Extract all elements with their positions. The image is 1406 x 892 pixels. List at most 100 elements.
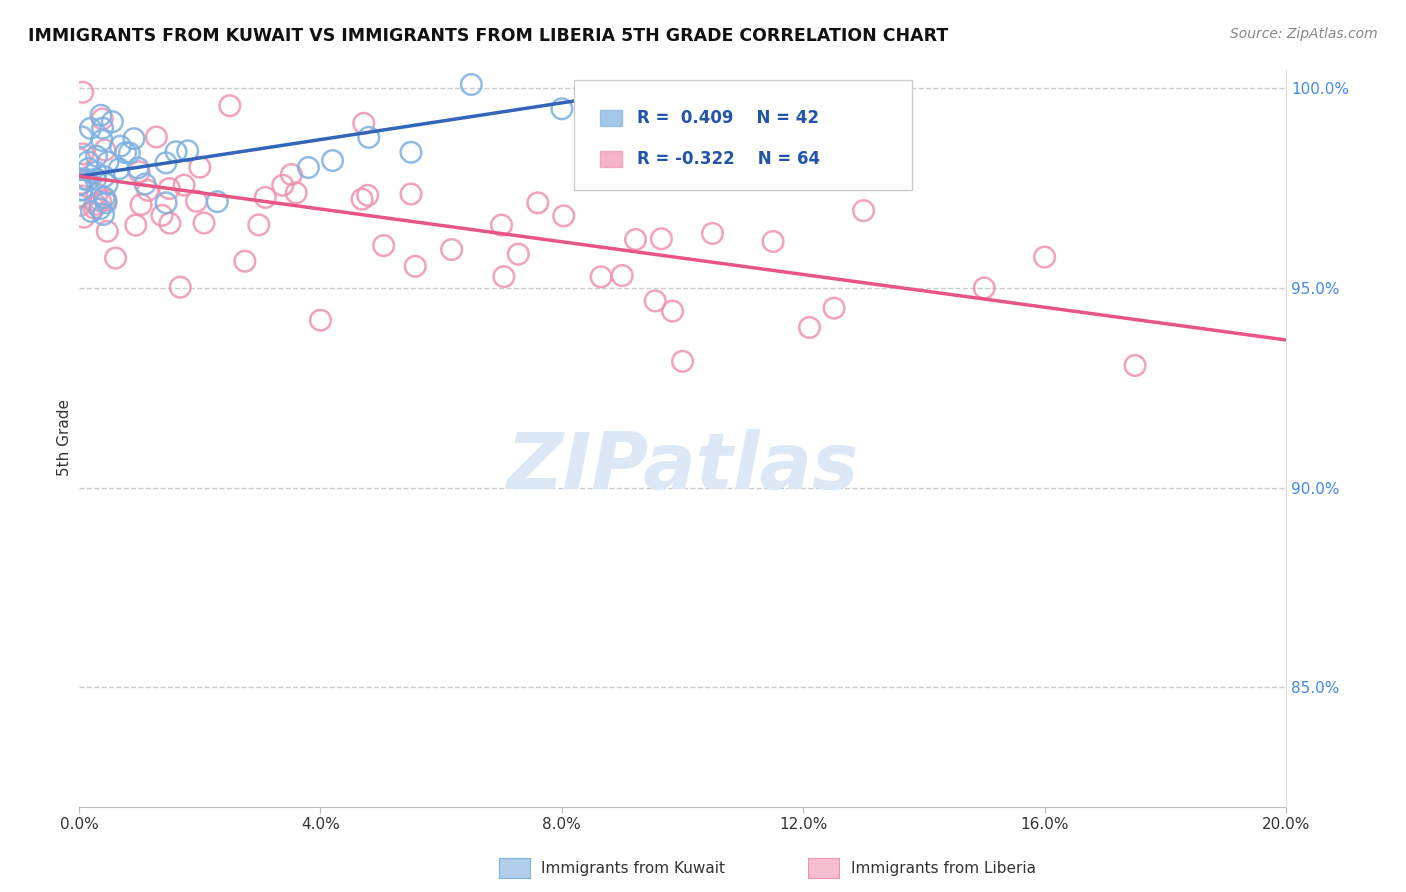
Immigrants from Kuwait bbox=[357, 130, 380, 145]
Immigrants from Liberia bbox=[527, 195, 550, 210]
Immigrants from Kuwait bbox=[322, 153, 344, 168]
Immigrants from Kuwait bbox=[80, 204, 103, 219]
Immigrants from Liberia bbox=[72, 146, 94, 161]
Immigrants from Liberia bbox=[186, 194, 208, 209]
Text: ZIPatlas: ZIPatlas bbox=[506, 429, 859, 505]
Immigrants from Kuwait bbox=[96, 177, 118, 191]
Immigrants from Liberia bbox=[799, 320, 821, 334]
Text: R =  0.409    N = 42: R = 0.409 N = 42 bbox=[637, 109, 818, 127]
Immigrants from Liberia bbox=[1123, 359, 1146, 373]
Immigrants from Liberia bbox=[129, 197, 152, 211]
Immigrants from Liberia bbox=[136, 183, 159, 197]
Immigrants from Kuwait bbox=[93, 169, 115, 184]
Immigrants from Liberia bbox=[491, 218, 513, 232]
Immigrants from Kuwait bbox=[110, 139, 132, 153]
Immigrants from Kuwait bbox=[86, 149, 108, 163]
Immigrants from Liberia bbox=[104, 251, 127, 265]
Immigrants from Kuwait bbox=[84, 165, 107, 179]
FancyBboxPatch shape bbox=[574, 79, 912, 190]
Immigrants from Liberia bbox=[89, 194, 111, 208]
Immigrants from Liberia bbox=[440, 243, 463, 257]
Text: IMMIGRANTS FROM KUWAIT VS IMMIGRANTS FROM LIBERIA 5TH GRADE CORRELATION CHART: IMMIGRANTS FROM KUWAIT VS IMMIGRANTS FRO… bbox=[28, 27, 949, 45]
Immigrants from Kuwait bbox=[94, 195, 117, 210]
Immigrants from Liberia bbox=[671, 354, 693, 368]
Immigrants from Kuwait bbox=[70, 129, 93, 144]
Immigrants from Liberia bbox=[624, 233, 647, 247]
Immigrants from Liberia bbox=[193, 216, 215, 230]
Immigrants from Kuwait bbox=[399, 145, 422, 160]
Immigrants from Liberia bbox=[852, 203, 875, 218]
Immigrants from Liberia bbox=[553, 209, 575, 223]
Immigrants from Liberia bbox=[823, 301, 845, 315]
Immigrants from Liberia bbox=[128, 165, 150, 179]
Immigrants from Kuwait bbox=[77, 161, 100, 176]
Y-axis label: 5th Grade: 5th Grade bbox=[58, 400, 72, 476]
Immigrants from Kuwait bbox=[93, 207, 115, 221]
Immigrants from Kuwait bbox=[70, 183, 93, 197]
Immigrants from Liberia bbox=[1033, 250, 1056, 264]
Immigrants from Liberia bbox=[73, 211, 96, 225]
Immigrants from Liberia bbox=[280, 168, 302, 182]
Immigrants from Kuwait bbox=[76, 154, 98, 169]
Immigrants from Liberia bbox=[762, 235, 785, 249]
Immigrants from Liberia bbox=[661, 304, 683, 318]
Immigrants from Liberia bbox=[612, 268, 634, 283]
Immigrants from Liberia bbox=[399, 186, 422, 201]
Immigrants from Liberia bbox=[702, 227, 724, 241]
Immigrants from Liberia bbox=[188, 160, 211, 174]
Immigrants from Kuwait bbox=[84, 172, 107, 186]
Immigrants from Liberia bbox=[404, 260, 426, 274]
Immigrants from Kuwait bbox=[70, 183, 93, 197]
Immigrants from Liberia bbox=[72, 85, 94, 99]
Immigrants from Liberia bbox=[353, 116, 375, 130]
Immigrants from Liberia bbox=[83, 201, 105, 215]
Immigrants from Liberia bbox=[373, 238, 395, 252]
Immigrants from Kuwait bbox=[551, 102, 574, 116]
Immigrants from Kuwait bbox=[90, 108, 112, 122]
Immigrants from Liberia bbox=[650, 232, 672, 246]
Immigrants from Kuwait bbox=[76, 173, 98, 187]
Immigrants from Liberia bbox=[125, 218, 148, 232]
Immigrants from Liberia bbox=[173, 178, 195, 193]
Immigrants from Liberia bbox=[96, 224, 118, 238]
Immigrants from Kuwait bbox=[89, 202, 111, 216]
Immigrants from Liberia bbox=[357, 188, 380, 202]
Immigrants from Liberia bbox=[973, 281, 995, 295]
Immigrants from Liberia bbox=[591, 269, 613, 284]
Immigrants from Kuwait bbox=[176, 144, 198, 158]
Immigrants from Liberia bbox=[94, 143, 117, 157]
Immigrants from Liberia bbox=[70, 177, 93, 191]
Text: R = -0.322    N = 64: R = -0.322 N = 64 bbox=[637, 150, 820, 168]
Immigrants from Liberia bbox=[285, 186, 308, 200]
Immigrants from Liberia bbox=[84, 197, 107, 211]
Immigrants from Kuwait bbox=[122, 131, 145, 145]
Immigrants from Kuwait bbox=[134, 177, 156, 191]
Text: Source: ZipAtlas.com: Source: ZipAtlas.com bbox=[1230, 27, 1378, 41]
Immigrants from Liberia bbox=[91, 112, 114, 126]
Immigrants from Liberia bbox=[233, 254, 256, 268]
Immigrants from Kuwait bbox=[155, 156, 177, 170]
Immigrants from Kuwait bbox=[207, 194, 229, 209]
Immigrants from Kuwait bbox=[91, 133, 114, 147]
Immigrants from Liberia bbox=[157, 181, 180, 195]
Immigrants from Liberia bbox=[69, 198, 91, 212]
Immigrants from Liberia bbox=[247, 218, 270, 232]
Immigrants from Kuwait bbox=[91, 121, 114, 136]
Immigrants from Kuwait bbox=[297, 161, 319, 175]
Immigrants from Liberia bbox=[218, 98, 240, 112]
Immigrants from Liberia bbox=[271, 178, 294, 193]
Immigrants from Kuwait bbox=[460, 78, 482, 92]
Immigrants from Kuwait bbox=[73, 172, 96, 186]
Immigrants from Kuwait bbox=[108, 161, 131, 176]
Immigrants from Liberia bbox=[169, 280, 191, 294]
Text: Immigrants from Liberia: Immigrants from Liberia bbox=[851, 862, 1036, 876]
Immigrants from Kuwait bbox=[127, 161, 149, 175]
Immigrants from Liberia bbox=[150, 208, 173, 222]
Immigrants from Liberia bbox=[254, 190, 277, 204]
Immigrants from Kuwait bbox=[69, 178, 91, 192]
Immigrants from Liberia bbox=[86, 187, 108, 202]
FancyBboxPatch shape bbox=[600, 151, 623, 167]
Immigrants from Kuwait bbox=[118, 145, 141, 160]
Immigrants from Liberia bbox=[69, 152, 91, 166]
Immigrants from Liberia bbox=[70, 189, 93, 203]
